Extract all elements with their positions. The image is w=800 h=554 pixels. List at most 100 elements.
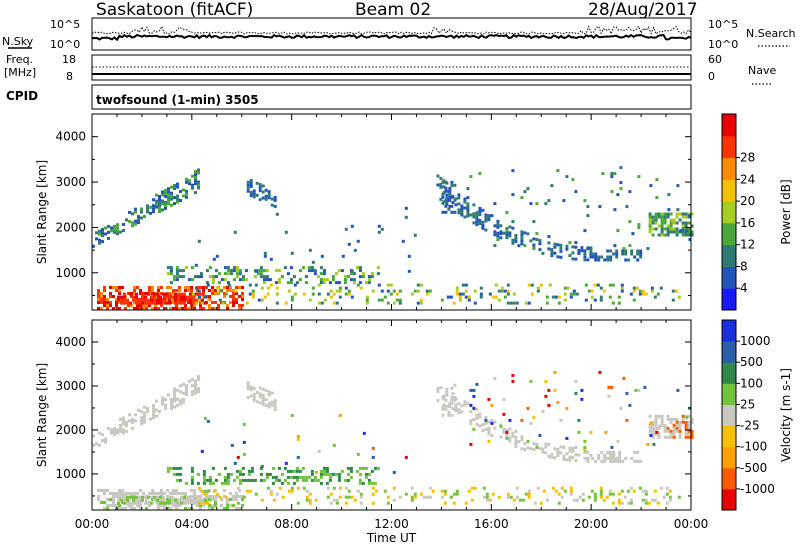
range-gate-cell: [152, 204, 155, 208]
range-gate-cell: [487, 397, 491, 401]
range-gate-cell: [122, 223, 125, 226]
range-gate-cell: [175, 266, 179, 270]
range-gate-cell: [663, 429, 667, 433]
range-gate-cell: [536, 286, 540, 290]
range-gate-cell: [153, 292, 156, 296]
nsearch-bottom-tick: 10^0: [708, 38, 738, 51]
range-gate-cell: [199, 301, 202, 304]
range-gate-cell: [261, 387, 265, 391]
range-gate-cell: [448, 192, 452, 196]
range-gate-cell: [115, 304, 118, 307]
range-gate-cell: [296, 486, 300, 490]
range-gate-cell: [170, 185, 173, 189]
range-gate-cell: [106, 504, 109, 507]
range-gate-cell: [138, 301, 141, 305]
range-gate-cell: [181, 307, 184, 310]
range-gate-cell: [238, 472, 242, 476]
range-gate-cell: [206, 419, 210, 423]
range-gate-cell: [386, 289, 390, 293]
range-gate-cell: [205, 495, 208, 498]
range-gate-cell: [672, 426, 676, 430]
range-gate-cell: [115, 492, 118, 495]
range-gate-cell: [338, 413, 342, 417]
range-gate-cell: [191, 174, 194, 178]
range-gate-cell: [343, 275, 347, 279]
range-gate-cell: [666, 429, 670, 433]
colorbar-frame: [721, 113, 737, 311]
range-gate-cell: [118, 489, 121, 492]
range-gate-cell: [176, 403, 179, 407]
range-gate-cell: [144, 501, 147, 505]
range-gate-cell: [197, 375, 200, 379]
range-gate-cell: [490, 434, 494, 438]
range-gate-cell: [544, 394, 548, 398]
range-gate-cell: [419, 492, 423, 496]
range-gate-cell: [332, 301, 336, 305]
colorbar-segment: [722, 114, 736, 137]
range-gate-cell: [153, 301, 156, 305]
range-gate-cell: [398, 495, 402, 499]
range-gate-cell: [250, 469, 254, 473]
range-gate-cell: [666, 233, 670, 237]
range-gate-cell: [684, 227, 688, 231]
range-gate-cell: [97, 301, 100, 304]
range-gate-cell: [174, 292, 177, 296]
range-gate-cell: [287, 289, 291, 293]
range-gate-cell: [163, 492, 166, 495]
range-gate-cell: [479, 292, 483, 296]
range-gate-cell: [455, 492, 459, 496]
range-gate-cell: [110, 226, 113, 230]
range-gate-cell: [307, 269, 311, 273]
range-gate-cell: [598, 370, 602, 374]
range-gate-cell: [441, 404, 445, 408]
range-gate-cell: [252, 386, 256, 390]
range-gate-cell: [553, 456, 557, 460]
range-gate-cell: [502, 430, 506, 434]
range-gate-cell: [198, 292, 201, 296]
range-gate-cell: [112, 498, 115, 501]
range-gate-cell: [140, 216, 143, 220]
range-gate-cell: [532, 237, 536, 241]
range-gate-cell: [609, 450, 613, 454]
range-gate-cell: [171, 501, 174, 505]
range-gate-cell: [545, 498, 549, 502]
range-gate-cell: [277, 269, 281, 273]
range-gate-cell: [177, 295, 180, 299]
range-gate-cell: [687, 423, 691, 427]
range-gate-cell: [684, 233, 688, 237]
range-gate-cell: [145, 507, 148, 510]
range-gate-cell: [175, 466, 179, 470]
range-gate-cell: [232, 504, 235, 507]
range-gate-cell: [654, 414, 658, 418]
range-gate-cell: [132, 298, 135, 302]
range-gate-cell: [644, 498, 648, 502]
range-gate-cell: [649, 433, 653, 437]
range-gate-cell: [460, 207, 464, 211]
range-gate-cell: [475, 422, 479, 426]
range-gate-cell: [496, 231, 500, 235]
range-gate-cell: [352, 278, 356, 282]
range-gate-cell: [650, 286, 654, 290]
range-gate-cell: [226, 266, 230, 270]
range-gate-cell: [229, 272, 233, 276]
range-gate-cell: [259, 272, 263, 276]
range-gate-cell: [248, 489, 252, 493]
range-gate-cell: [556, 447, 560, 451]
range-gate-cell: [565, 406, 569, 410]
range-gate-cell: [199, 275, 203, 279]
range-gate-cell: [665, 501, 669, 505]
range-gate-cell: [654, 423, 658, 427]
range-gate-cell: [641, 289, 645, 293]
colorbar-segment: [722, 288, 736, 311]
range-gate-cell: [116, 428, 119, 432]
range-gate-cell: [101, 439, 104, 443]
range-gate-cell: [450, 180, 454, 184]
range-gate-cell: [532, 415, 536, 419]
range-gate-cell: [163, 295, 166, 298]
range-gate-cell: [536, 289, 540, 293]
range-gate-cell: [203, 416, 207, 420]
range-gate-cell: [164, 194, 167, 198]
range-gate-cell: [559, 243, 563, 247]
range-gate-cell: [273, 399, 277, 403]
range-gate-cell: [328, 281, 332, 285]
